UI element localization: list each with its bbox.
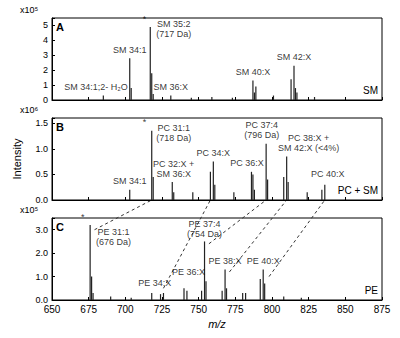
svg-text:SM 42:X: SM 42:X: [277, 52, 312, 62]
svg-text:650: 650: [44, 304, 61, 315]
svg-text:825: 825: [300, 304, 317, 315]
svg-text:*: *: [81, 212, 85, 222]
svg-text:SM 36:X: SM 36:X: [154, 82, 189, 92]
svg-text:1.5: 1.5: [35, 118, 48, 128]
svg-text:PE 37:4: PE 37:4: [189, 219, 221, 229]
svg-text:725: 725: [154, 304, 171, 315]
svg-text:PC 40:X: PC 40:X: [311, 169, 345, 179]
svg-text:B: B: [56, 121, 64, 133]
svg-text:PC 31:1: PC 31:1: [157, 123, 190, 133]
svg-text:(717 Da): (717 Da): [156, 29, 191, 39]
svg-text:SM 34:1: SM 34:1: [113, 176, 147, 186]
svg-text:x10⁶: x10⁶: [20, 105, 39, 115]
svg-text:875: 875: [374, 304, 391, 315]
svg-text:675: 675: [80, 304, 97, 315]
svg-text:1.0: 1.0: [35, 272, 48, 282]
svg-text:0.0: 0.0: [35, 195, 48, 205]
svg-text:0: 0: [43, 95, 48, 105]
svg-text:(676 Da): (676 Da): [96, 237, 131, 247]
svg-text:(796 Da): (796 Da): [244, 130, 279, 140]
svg-text:A: A: [56, 21, 64, 33]
svg-text:0.0: 0.0: [35, 295, 48, 305]
svg-text:PC 32:X +: PC 32:X +: [153, 159, 194, 169]
svg-text:PE 31:1: PE 31:1: [98, 227, 130, 237]
svg-text:*: *: [143, 14, 147, 24]
svg-text:SM: SM: [363, 85, 378, 96]
svg-text:1.0: 1.0: [35, 144, 48, 154]
svg-text:SM 36:X: SM 36:X: [156, 169, 191, 179]
svg-text:PE 36:X: PE 36:X: [172, 267, 205, 277]
svg-text:775: 775: [227, 304, 244, 315]
svg-text:SM 34:1;2- H₂O: SM 34:1;2- H₂O: [64, 82, 128, 92]
svg-text:PE 38:X: PE 38:X: [209, 256, 242, 266]
svg-text:PC 36:X: PC 36:X: [230, 158, 264, 168]
svg-text:PC 37:4: PC 37:4: [245, 120, 278, 130]
svg-text:SM 40:X: SM 40:X: [236, 67, 271, 77]
svg-text:(754 Da): (754 Da): [187, 229, 222, 239]
svg-text:1: 1: [43, 80, 48, 90]
svg-text:PE: PE: [365, 285, 379, 296]
svg-text:PC + SM: PC + SM: [338, 185, 378, 196]
svg-text:800: 800: [264, 304, 281, 315]
svg-text:C: C: [56, 221, 64, 233]
svg-text:5: 5: [43, 20, 48, 30]
svg-text:2.0: 2.0: [35, 248, 48, 258]
svg-text:SM 34:1: SM 34:1: [113, 45, 147, 55]
svg-text:2: 2: [43, 65, 48, 75]
svg-text:750: 750: [190, 304, 207, 315]
svg-text:SM 42:X (<4%): SM 42:X (<4%): [278, 143, 339, 153]
svg-text:Intensity: Intensity: [11, 138, 23, 179]
svg-text:0.5: 0.5: [35, 169, 48, 179]
svg-text:m/z: m/z: [208, 318, 226, 330]
svg-text:850: 850: [337, 304, 354, 315]
svg-text:x10⁵: x10⁵: [20, 205, 39, 215]
svg-text:(718 Da): (718 Da): [156, 133, 191, 143]
svg-text:3.0: 3.0: [35, 225, 48, 235]
svg-text:*: *: [143, 117, 147, 127]
svg-text:PC 38:X +: PC 38:X +: [288, 133, 329, 143]
svg-text:700: 700: [117, 304, 134, 315]
svg-text:3: 3: [43, 50, 48, 60]
svg-text:SM 35:2: SM 35:2: [157, 19, 191, 29]
svg-text:PE 40:X: PE 40:X: [247, 256, 280, 266]
svg-text:x10⁵: x10⁵: [20, 5, 39, 15]
svg-text:PE 34:X: PE 34:X: [138, 278, 171, 288]
svg-text:4: 4: [43, 35, 48, 45]
svg-text:PC 34:X: PC 34:X: [197, 148, 231, 158]
